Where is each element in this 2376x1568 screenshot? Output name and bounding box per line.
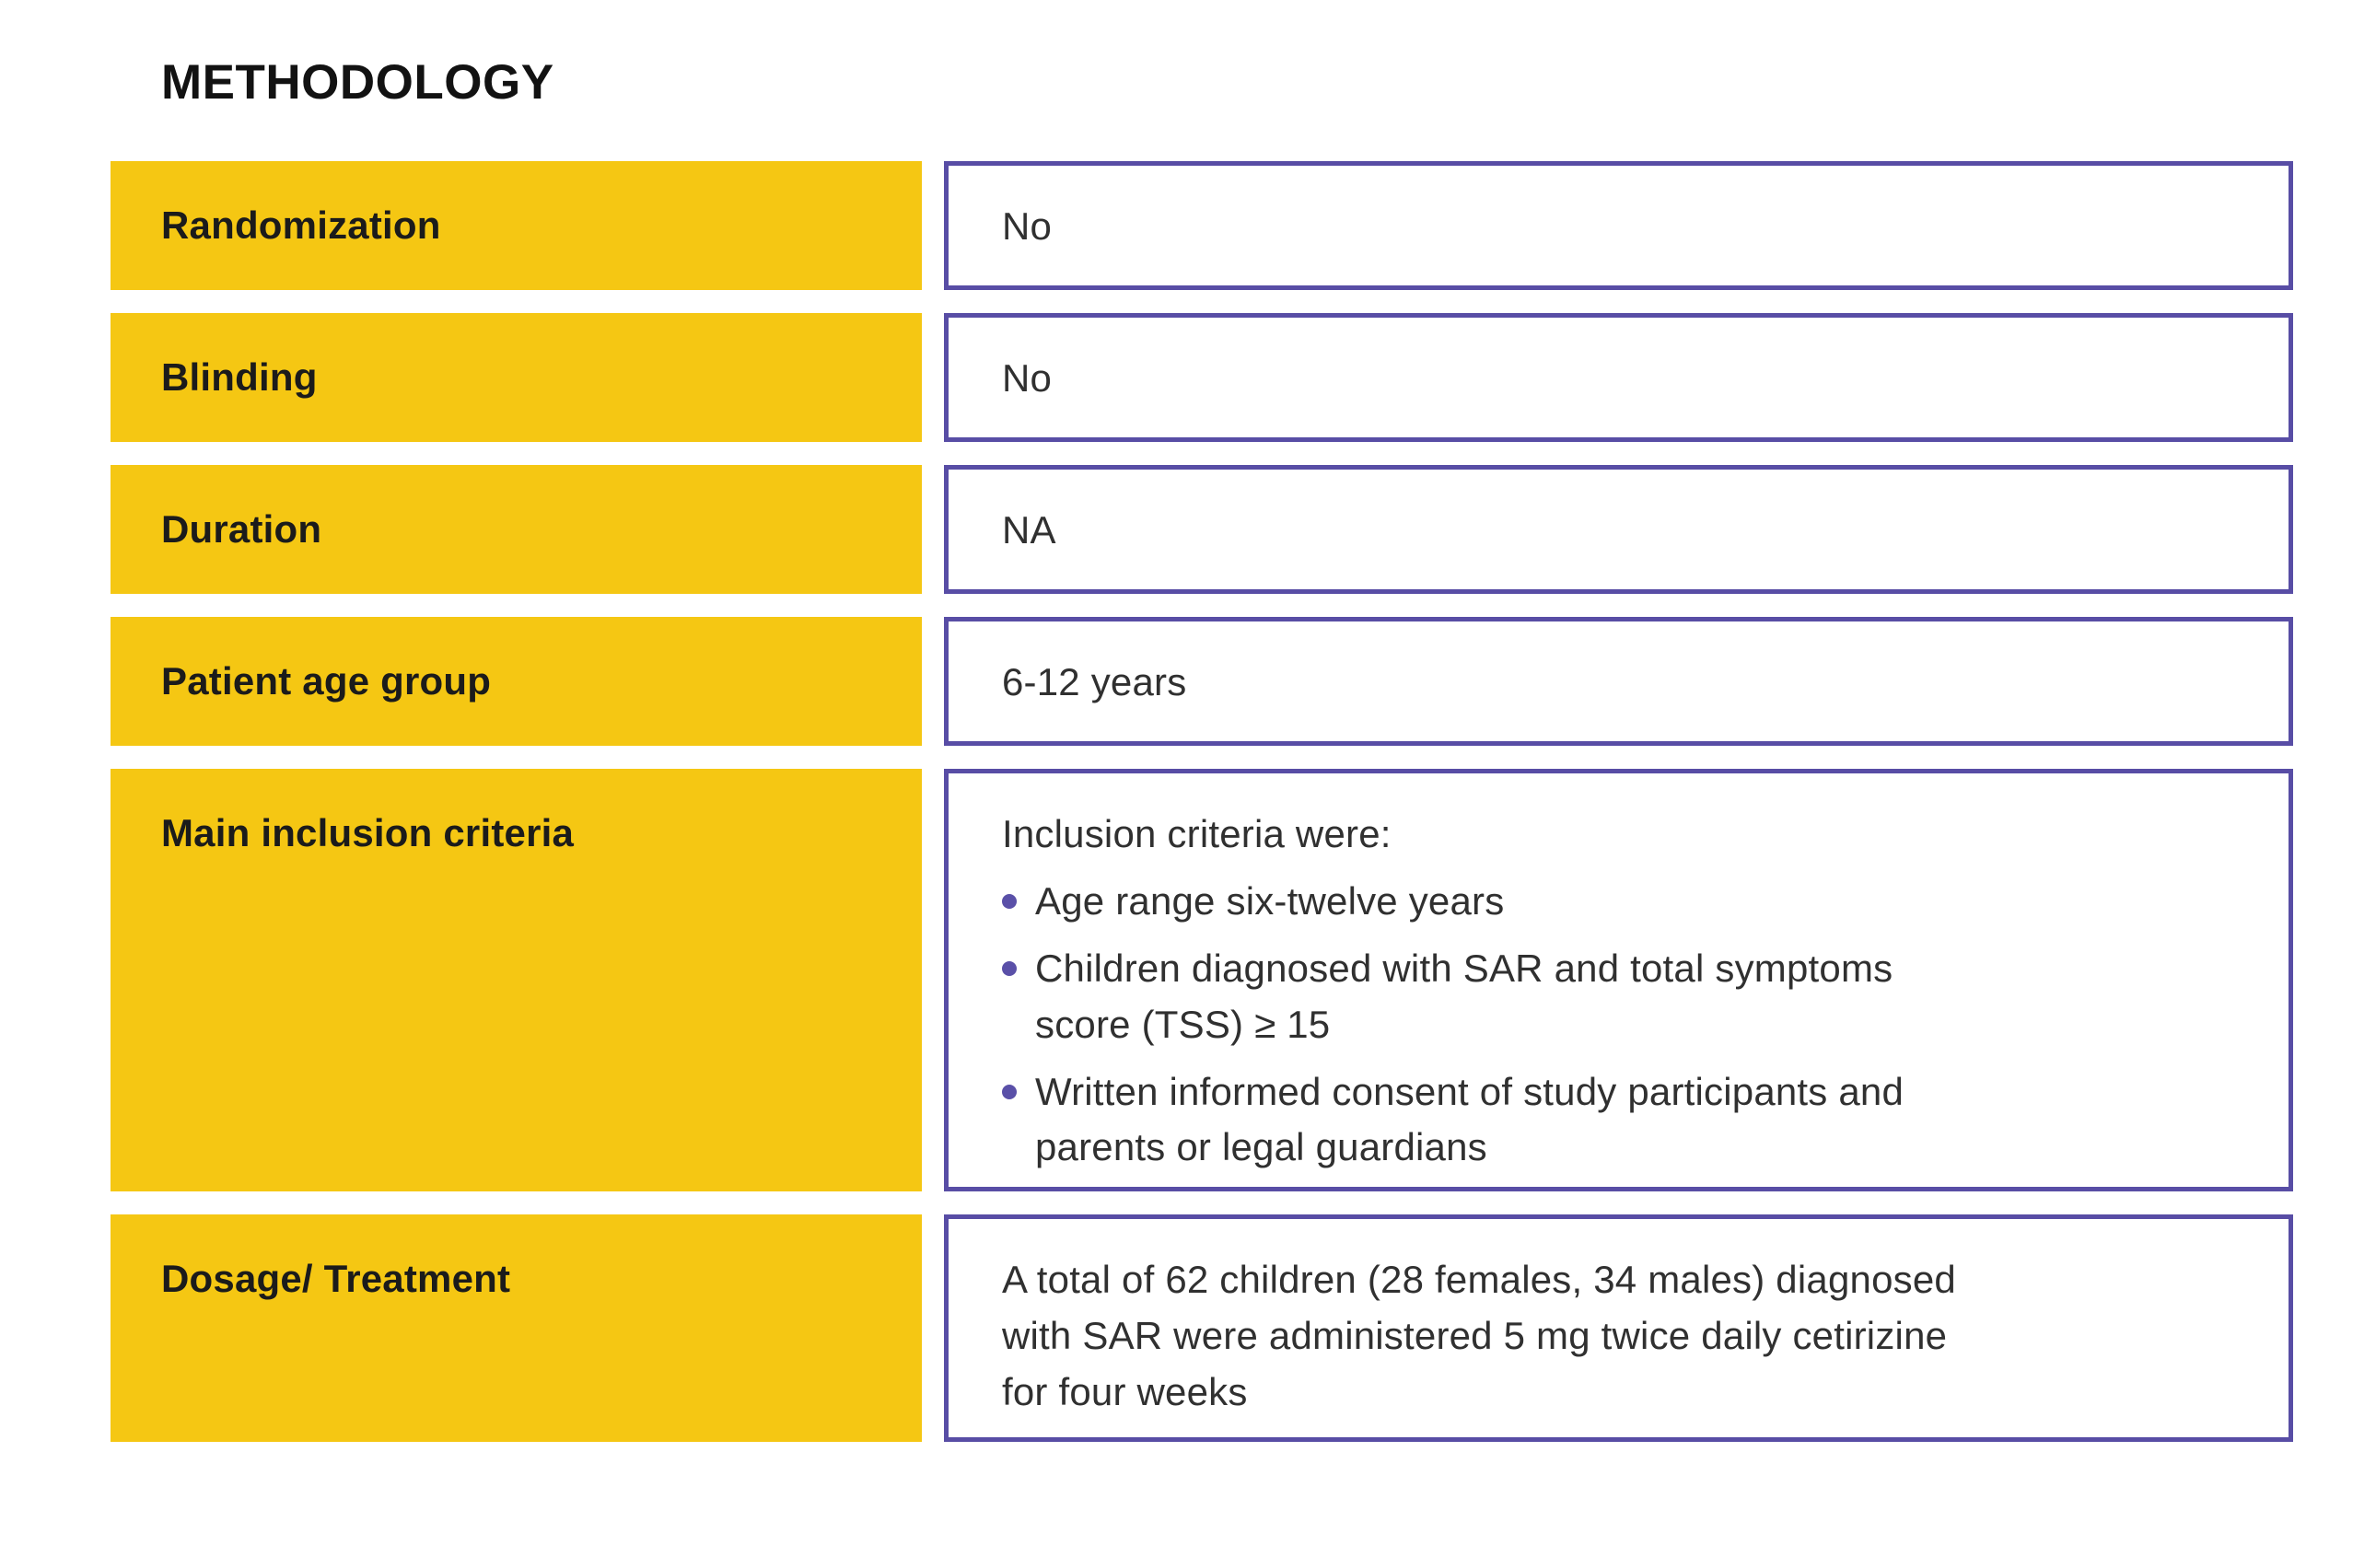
row-label: Patient age group — [161, 659, 492, 703]
methodology-table: Randomization No Blinding No Duration NA Patie… — [111, 161, 2293, 1465]
row-value-cell: A total of 62 children (28 females, 34 m… — [944, 1214, 2293, 1443]
column-gap — [922, 769, 944, 1191]
row-label-cell: Main inclusion criteria — [111, 769, 922, 1192]
table-row: Dosage/ Treatment A total of 62 children … — [111, 1214, 2293, 1443]
row-value-cell: No — [944, 161, 2293, 290]
row-value-cell: NA — [944, 465, 2293, 594]
bullet-list: Age range six-twelve years Children diagn… — [1002, 874, 2252, 1176]
row-label-cell: Blinding — [111, 313, 922, 442]
table-row: Main inclusion criteria Inclusion criteri… — [111, 769, 2293, 1192]
table-row: Duration NA — [111, 465, 2293, 594]
row-value: No — [1002, 204, 1053, 248]
row-label: Main inclusion criteria — [161, 811, 575, 854]
row-label: Dosage/ Treatment — [161, 1257, 511, 1301]
row-label-cell: Dosage/ Treatment — [111, 1214, 922, 1443]
bullet-icon — [1002, 893, 1017, 909]
row-value: No — [1002, 356, 1053, 400]
row-value: NA — [1002, 508, 1056, 552]
bullet-icon — [1002, 960, 1017, 976]
row-label: Blinding — [161, 355, 318, 399]
bullet-item: Age range six-twelve years — [1002, 874, 2252, 930]
value-intro: Inclusion criteria were: — [1002, 812, 1392, 855]
row-label-cell: Patient age group — [111, 617, 922, 746]
column-gap — [922, 313, 944, 442]
column-gap — [922, 1214, 944, 1442]
column-gap — [922, 465, 944, 594]
row-label: Randomization — [161, 203, 441, 247]
table-row: Patient age group 6-12 years — [111, 617, 2293, 746]
row-label-cell: Randomization — [111, 161, 922, 290]
row-value-cell: No — [944, 313, 2293, 442]
bullet-item: Written informed consent of study partic… — [1002, 1064, 2252, 1177]
bullet-icon — [1002, 1084, 1017, 1099]
row-label: Duration — [161, 507, 322, 551]
column-gap — [922, 161, 944, 290]
page-title: METHODOLOGY — [161, 55, 554, 110]
column-gap — [922, 617, 944, 746]
row-label-cell: Duration — [111, 465, 922, 594]
row-value-cell: 6-12 years — [944, 617, 2293, 746]
row-value-cell: Inclusion criteria were: Age range six-tw… — [944, 769, 2293, 1192]
row-value: A total of 62 children (28 females, 34 m… — [1002, 1258, 1956, 1414]
row-value: 6-12 years — [1002, 660, 1187, 703]
table-row: Blinding No — [111, 313, 2293, 442]
table-row: Randomization No — [111, 161, 2293, 290]
bullet-item: Children diagnosed with SAR and total sy… — [1002, 941, 2252, 1053]
